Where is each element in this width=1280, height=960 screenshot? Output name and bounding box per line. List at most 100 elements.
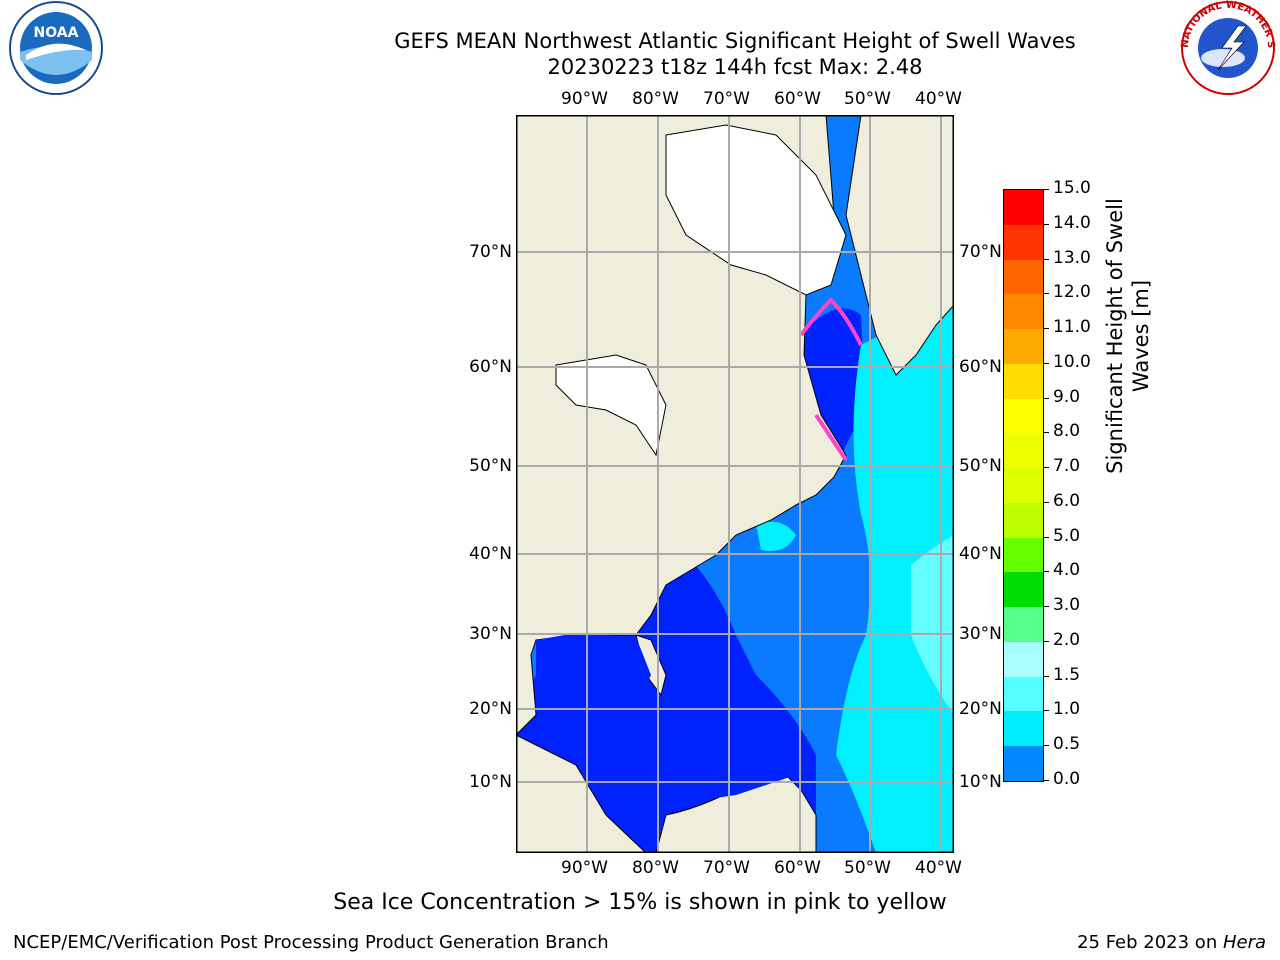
lat-label: 70°N	[469, 242, 512, 262]
colorbar-tick-label: 3.0	[1053, 595, 1081, 616]
lat-label: 30°N	[469, 624, 512, 644]
colorbar-tick-mark	[1043, 606, 1049, 608]
colorbar-tick-mark	[1043, 362, 1049, 364]
colorbar-tick-label: 7.0	[1053, 456, 1081, 477]
lon-label: 80°W	[632, 89, 679, 109]
colorbar-tick-label: 0.5	[1053, 734, 1081, 755]
lon-label: 40°W	[915, 89, 962, 109]
sea-ice-edge	[799, 297, 863, 462]
colorbar-tick-mark	[1043, 397, 1049, 399]
colorbar-swatch	[1004, 676, 1043, 712]
lat-labels-right: 70°N 60°N 50°N 40°N 30°N 20°N 10°N	[959, 0, 1011, 960]
map-border	[516, 115, 954, 853]
colorbar-tick-mark	[1043, 640, 1049, 642]
colorbar-tick-mark	[1043, 780, 1049, 781]
colorbar-swatch	[1004, 607, 1043, 642]
title-line-1: GEFS MEAN Northwest Atlantic Significant…	[394, 29, 1076, 53]
colorbar-tick-mark	[1043, 710, 1049, 712]
map-panel	[516, 115, 954, 853]
colorbar-swatch	[1004, 468, 1043, 503]
lat-label: 20°N	[959, 699, 1002, 719]
colorbar-swatch	[1004, 363, 1043, 399]
colorbar-tick-mark	[1043, 675, 1049, 677]
lon-label: 70°W	[703, 858, 750, 878]
colorbar-tick-label: 13.0	[1053, 247, 1091, 268]
colorbar-tick-mark	[1043, 745, 1049, 747]
lon-label: 90°W	[561, 858, 608, 878]
mid-swell-patch	[756, 521, 796, 551]
lon-labels-bottom: 90°W 80°W 70°W 60°W 50°W 40°W	[0, 858, 1280, 880]
lon-label: 90°W	[561, 89, 608, 109]
colorbar-swatch	[1004, 259, 1043, 295]
footer-date: 25 Feb 2023 on	[1077, 932, 1223, 953]
colorbar-tick-mark	[1043, 571, 1049, 573]
lon-label: 60°W	[774, 89, 821, 109]
lat-label: 20°N	[469, 699, 512, 719]
colorbar-tick-label: 14.0	[1053, 212, 1091, 233]
colorbar-tick-mark	[1043, 223, 1049, 225]
nws-logo: NATIONAL WEATHER SERVICE	[1178, 0, 1276, 95]
colorbar-tick-label: 15.0	[1053, 178, 1091, 198]
colorbar-swatch	[1004, 641, 1043, 677]
colorbar-swatch	[1004, 502, 1043, 538]
colorbar-swatch	[1004, 398, 1043, 434]
title-line-2: 20230223 t18z 144h fcst Max: 2.48	[547, 55, 923, 79]
colorbar-tick-label: 0.0	[1053, 769, 1081, 789]
colorbar-tick-label: 10.0	[1053, 351, 1091, 372]
footer-host: Hera	[1222, 932, 1266, 953]
high-swell-region	[836, 305, 954, 853]
greenland-land	[845, 115, 954, 376]
colorbar-swatch	[1004, 537, 1043, 573]
gulf-of-mexico-low-swell	[536, 633, 651, 715]
noaa-logo: NOAA	[9, 1, 103, 95]
colorbar-label: Significant Height of Swell Waves [m]	[1102, 36, 1154, 636]
central-america-land	[516, 734, 647, 853]
colorbar-tick-label: 9.0	[1053, 386, 1081, 407]
colorbar-swatch	[1004, 190, 1043, 225]
colorbar-swatch	[1004, 329, 1043, 364]
lon-label: 60°W	[774, 858, 821, 878]
lat-labels-left: 70°N 60°N 50°N 40°N 30°N 20°N 10°N	[460, 0, 512, 960]
lat-label: 50°N	[469, 456, 512, 476]
highest-swell-region	[911, 535, 954, 715]
lat-label: 60°N	[469, 357, 512, 377]
colorbar-tick-mark	[1043, 467, 1049, 469]
colorbar-tick-mark	[1043, 293, 1049, 295]
lon-label: 50°W	[844, 858, 891, 878]
lon-label: 80°W	[632, 858, 679, 878]
colorbar-swatch	[1004, 746, 1043, 782]
colorbar-swatch	[1004, 224, 1043, 260]
colorbar-tick-mark	[1043, 328, 1049, 330]
lat-label: 10°N	[959, 772, 1002, 792]
gridlines	[516, 115, 954, 853]
lon-label: 70°W	[703, 89, 750, 109]
colorbar-ticks: 15.0 14.0 13.0 12.0 11.0 10.0 9.0 8.0 7.0 6.0 5.0 4…	[1043, 0, 1103, 960]
colorbar-tick-label: 1.5	[1053, 664, 1081, 685]
colorbar-tick-label: 1.0	[1053, 699, 1081, 720]
lon-labels-top: 90°W 80°W 70°W 60°W 50°W 40°W	[0, 89, 1280, 111]
colorbar-tick-mark	[1043, 536, 1049, 538]
noaa-logo-text: NOAA	[34, 25, 79, 41]
caribbean-low-swell	[606, 705, 796, 805]
footer-left: NCEP/EMC/Verification Post Processing Pr…	[13, 932, 609, 953]
lat-label: 50°N	[959, 456, 1002, 476]
colorbar-swatch	[1004, 433, 1043, 469]
colorbar-tick-mark	[1043, 432, 1049, 434]
lon-label: 40°W	[915, 858, 962, 878]
colorbar	[1003, 189, 1044, 782]
colorbar-tick-label: 6.0	[1053, 490, 1081, 511]
lat-label: 30°N	[959, 624, 1002, 644]
sea-ice-note: Sea Ice Concentration > 15% is shown in …	[333, 890, 947, 915]
colorbar-swatch	[1004, 572, 1043, 608]
lat-label: 60°N	[959, 357, 1002, 377]
colorbar-label-line2: Waves [m]	[1129, 279, 1153, 393]
colorbar-swatch	[1004, 711, 1043, 747]
colorbar-tick-label: 8.0	[1053, 421, 1081, 442]
lat-label: 10°N	[469, 772, 512, 792]
colorbar-swatch	[1004, 294, 1043, 330]
colorbar-tick-mark	[1043, 258, 1049, 260]
colorbar-label-line1: Significant Height of Swell	[1103, 198, 1127, 474]
colorbar-tick-label: 11.0	[1053, 317, 1091, 338]
colorbar-tick-label: 12.0	[1053, 282, 1091, 303]
colorbar-tick-mark	[1043, 501, 1049, 503]
